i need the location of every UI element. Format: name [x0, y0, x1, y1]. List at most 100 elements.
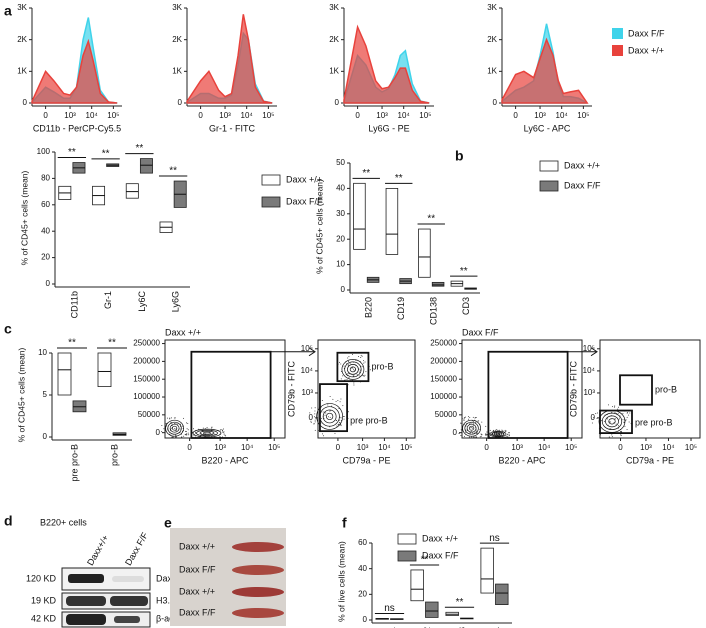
density-contour: [199, 430, 215, 436]
x-tick-label: 10³: [376, 111, 388, 120]
x-tick-label: 10⁴: [556, 111, 569, 120]
legend-label: Daxx F/F: [564, 180, 601, 190]
event-dot: [501, 429, 503, 431]
x-tick-label: 10⁵: [419, 111, 431, 120]
event-dot: [472, 427, 474, 429]
event-dot: [611, 434, 613, 436]
event-dot: [340, 370, 342, 372]
range-box: [495, 583, 509, 605]
y-tick-label: 20: [358, 589, 367, 598]
event-dot: [469, 417, 471, 419]
y-axis-label: % of CD45+ cells (mean): [19, 170, 29, 265]
significance: **: [169, 166, 177, 177]
legend-label: Daxx +/+: [286, 174, 322, 184]
y-tick-label: 0: [453, 428, 458, 437]
legend-swatch: [261, 174, 281, 186]
event-dot: [358, 371, 360, 373]
event-dot: [459, 422, 461, 424]
event-dot: [485, 434, 487, 436]
event-dot: [504, 429, 506, 431]
gate: [599, 409, 633, 434]
x-tick-label: 0: [336, 443, 341, 452]
event-dot: [591, 422, 593, 424]
plot-title: Daxx F/F: [462, 327, 499, 337]
event-dot: [473, 436, 475, 438]
y-tick-label: 250000: [430, 339, 457, 348]
event-dot: [614, 412, 616, 414]
event-dot: [314, 429, 316, 431]
significance: **: [456, 597, 464, 608]
event-dot: [489, 429, 491, 431]
event-dot: [343, 415, 345, 417]
event-dot: [356, 374, 358, 376]
event-dot: [617, 425, 619, 427]
gate: [319, 383, 349, 433]
event-dot: [223, 433, 225, 435]
y-tick-label: 80: [41, 174, 50, 183]
y-tick-label: 150000: [430, 374, 457, 383]
blot-size: 120 KD: [26, 573, 57, 583]
event-dot: [343, 365, 345, 367]
event-dot: [338, 423, 340, 425]
x-tick-label: 10⁴: [398, 111, 411, 120]
event-dot: [607, 404, 609, 406]
event-dot: [353, 368, 355, 370]
event-dot: [337, 400, 339, 402]
event-dot: [194, 431, 196, 433]
event-dot: [340, 419, 342, 421]
x-axis-label: Gr-1 - FITC: [209, 123, 255, 133]
panel-label: c: [4, 321, 12, 337]
event-dot: [220, 428, 222, 430]
range-box: [97, 352, 112, 387]
event-dot: [177, 423, 179, 425]
legend-swatch: [539, 180, 559, 192]
y-axis-label: CD79b - FITC: [286, 360, 296, 417]
significance: **: [460, 266, 468, 277]
histogram-area: [186, 14, 273, 104]
event-dot: [485, 433, 487, 435]
density-contour: [466, 423, 477, 433]
event-dot: [476, 432, 478, 434]
event-dot: [321, 433, 323, 435]
spleen: [232, 587, 284, 597]
density-contour: [493, 432, 503, 436]
x-tick-label: 10⁴: [538, 443, 551, 452]
blot-protein: H3.3: [156, 595, 175, 605]
event-dot: [181, 425, 183, 427]
y-tick-label: 200000: [430, 356, 457, 365]
y-tick-label: 10⁴: [301, 366, 314, 375]
event-dot: [474, 417, 476, 419]
range-box: [425, 601, 439, 618]
event-dot: [360, 357, 362, 359]
event-dot: [460, 434, 462, 436]
density-contour: [172, 425, 178, 431]
event-dot: [342, 405, 344, 407]
event-dot: [340, 363, 342, 365]
y-tick-label: 0: [493, 98, 498, 107]
blot-protein: β-actin: [156, 613, 183, 623]
event-dot: [472, 423, 474, 425]
event-dot: [183, 435, 185, 437]
event-dot: [490, 434, 492, 436]
y-tick-label: 0: [335, 98, 340, 107]
event-dot: [314, 421, 316, 423]
y-tick-label: 2K: [487, 35, 497, 44]
event-dot: [170, 417, 172, 419]
y-tick-label: 10: [336, 260, 345, 269]
blot-band: [114, 616, 140, 623]
x-tick-label: 0: [198, 111, 203, 120]
y-tick-label: 1K: [329, 66, 339, 75]
event-dot: [348, 377, 350, 379]
event-dot: [174, 428, 176, 430]
density-contour: [165, 419, 184, 437]
range-box: [139, 158, 153, 174]
event-dot: [608, 436, 610, 438]
event-dot: [471, 436, 473, 438]
photo-label: Daxx +/+: [179, 541, 215, 551]
gate-label: pro-B: [655, 384, 677, 394]
event-dot: [161, 425, 163, 427]
event-dot: [614, 418, 616, 420]
x-tick-label: 10³: [214, 443, 226, 452]
photo-label: Daxx +/+: [179, 586, 215, 596]
event-dot: [461, 424, 463, 426]
